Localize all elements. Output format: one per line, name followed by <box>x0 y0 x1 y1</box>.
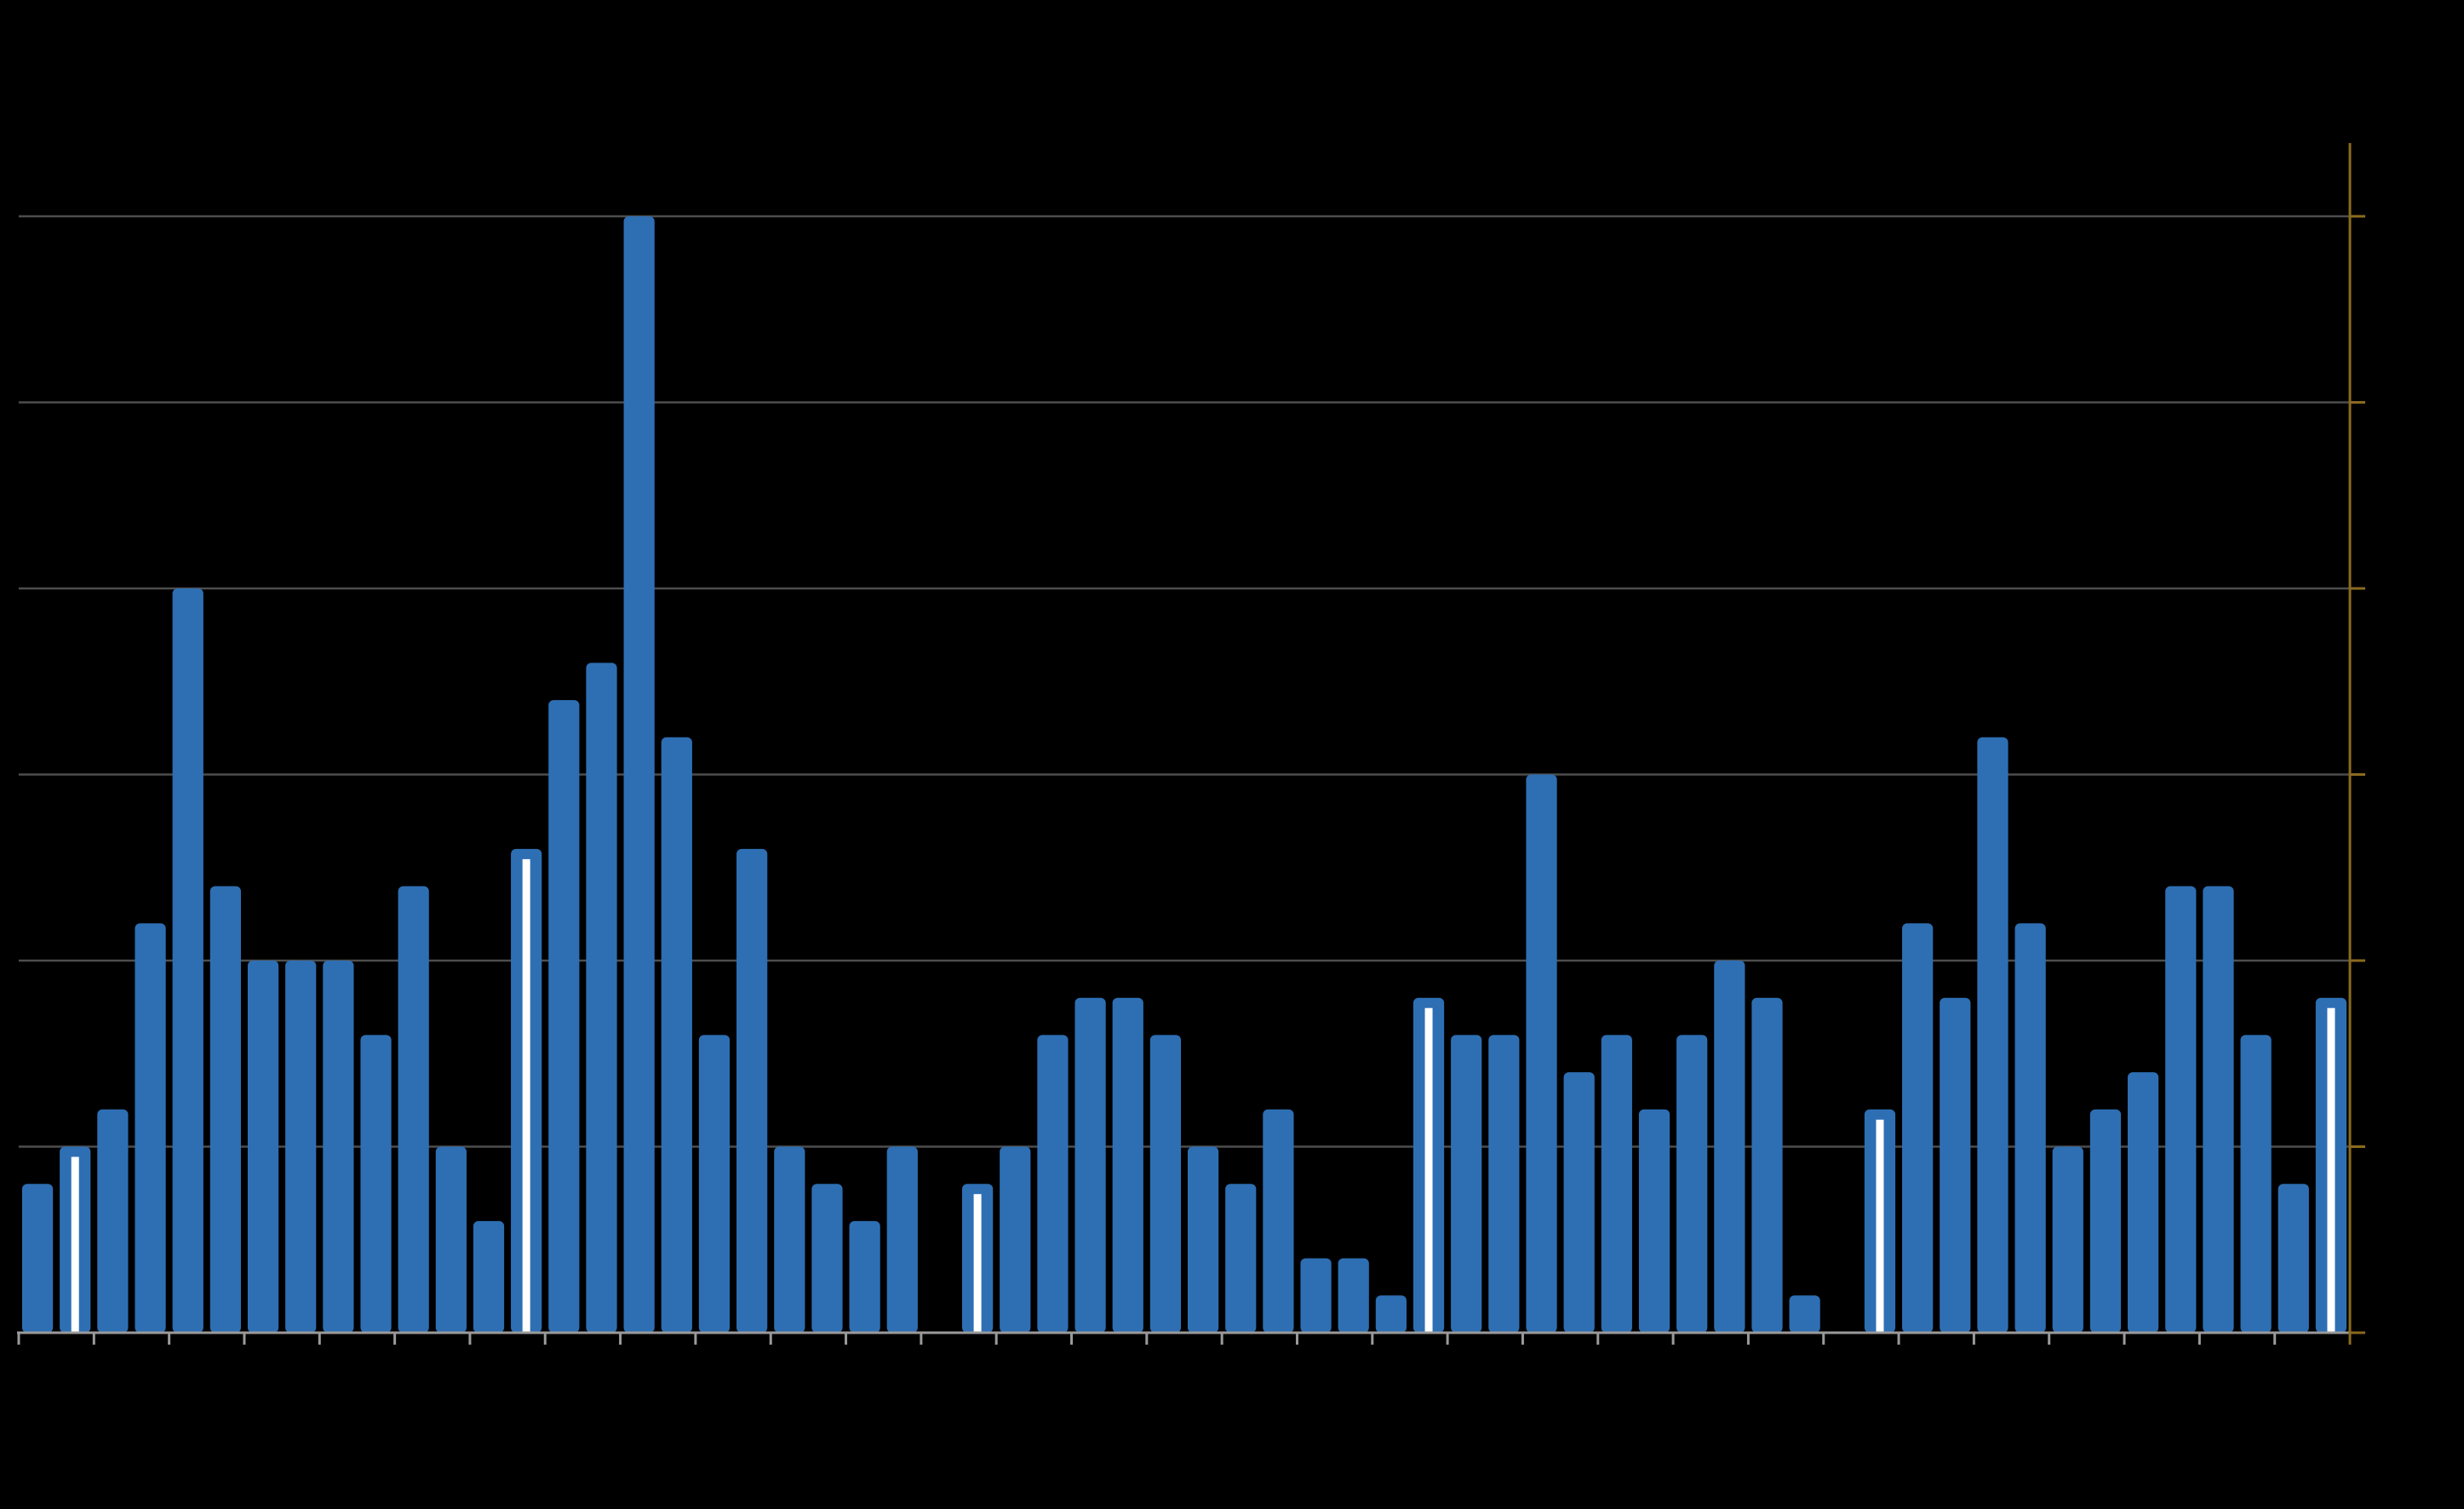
bar <box>1000 1146 1031 1333</box>
bar <box>774 1146 805 1333</box>
bar <box>1300 1258 1332 1333</box>
bar <box>849 1220 880 1333</box>
bar <box>21 1184 54 1333</box>
bar <box>1902 923 1934 1333</box>
gridlines <box>19 215 2365 1148</box>
bar <box>886 1146 918 1333</box>
bar <box>2128 1072 2159 1333</box>
bar <box>1526 774 1557 1333</box>
bar-highlight-stripe <box>522 858 530 1333</box>
bar <box>285 961 317 1333</box>
bar <box>1488 1035 1520 1333</box>
bar <box>323 961 354 1333</box>
bar <box>1977 737 2008 1333</box>
bar <box>1037 1035 1069 1333</box>
bar <box>97 1109 129 1333</box>
bar <box>698 1035 731 1333</box>
bar <box>1187 1146 1219 1333</box>
bar <box>1375 1295 1407 1333</box>
bar <box>2278 1184 2309 1333</box>
bar <box>1263 1109 1294 1333</box>
bar <box>1563 1072 1595 1333</box>
bar <box>811 1184 843 1333</box>
bar-highlight-stripe <box>1424 1007 1433 1333</box>
bar <box>1789 1295 1820 1333</box>
bar <box>1601 1035 1632 1333</box>
bar-highlight-stripe <box>2327 1007 2335 1333</box>
bar-highlight-stripe <box>973 1194 982 1333</box>
bar <box>2165 886 2197 1333</box>
bar <box>1074 997 1106 1333</box>
bar <box>1149 1035 1182 1333</box>
bar <box>473 1220 505 1333</box>
bar <box>2203 886 2234 1333</box>
bar <box>398 886 429 1333</box>
bar <box>2089 1109 2122 1333</box>
bar-highlight-stripe <box>71 1156 79 1333</box>
bar <box>1638 1109 1670 1333</box>
axes <box>17 143 2365 1345</box>
bar <box>360 1035 392 1333</box>
bar <box>1225 1184 1257 1333</box>
bar <box>548 700 580 1333</box>
bar-highlight-stripe <box>1876 1119 1884 1333</box>
bar <box>1451 1035 1482 1333</box>
bar <box>1338 1258 1369 1333</box>
bars <box>21 216 2347 1333</box>
bar <box>1940 997 1971 1333</box>
bar <box>172 588 203 1333</box>
bar <box>2014 923 2046 1333</box>
bar <box>661 737 692 1333</box>
bar <box>435 1146 467 1333</box>
bar <box>135 923 166 1333</box>
bar <box>2052 1146 2083 1333</box>
bar <box>1751 997 1783 1333</box>
bar <box>586 663 617 1333</box>
bar <box>736 848 768 1333</box>
bar <box>1112 997 1143 1333</box>
bar <box>209 886 241 1333</box>
bar <box>1714 961 1745 1333</box>
bar <box>1676 1035 1708 1333</box>
bar <box>623 216 655 1333</box>
bar <box>247 961 279 1333</box>
bar <box>2240 1035 2272 1333</box>
